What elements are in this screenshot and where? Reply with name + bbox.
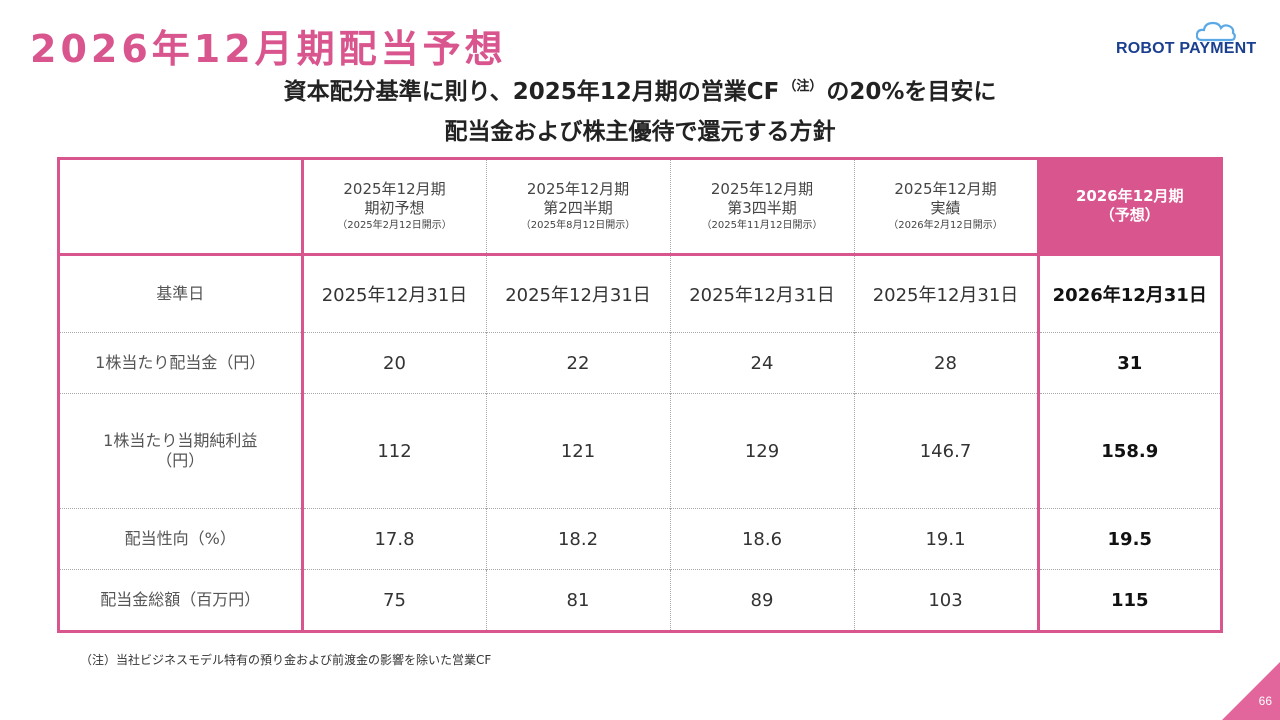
table-cell-forecast: 31 (1036, 331, 1220, 394)
table-header-row: 2025年12月期 期初予想 （2025年2月12日開示） 2025年12月期 … (60, 160, 1220, 256)
table-cell: 20 (301, 331, 486, 394)
footnote: （注）当社ビジネスモデル特有の預り金および前渡金の影響を除いた営業CF (80, 653, 492, 667)
table-cell: 2025年12月31日 (301, 254, 486, 333)
table-cell: 19.1 (853, 507, 1038, 570)
note-mark: （注） (783, 79, 823, 94)
table-cell: 28 (853, 331, 1038, 394)
row-label: 配当性向（%） (60, 507, 304, 570)
table-cell: 121 (485, 393, 670, 509)
table-row: 1株当たり当期純利益 （円） 112 121 129 146.7 158.9 (60, 393, 1220, 509)
subtitle-line-1-post: の20%を目安に (826, 79, 997, 105)
column-note: （2025年8月12日開示） (520, 219, 636, 231)
table-cell-forecast: 19.5 (1036, 507, 1220, 570)
table-row: 配当性向（%） 17.8 18.2 18.6 19.1 19.5 (60, 507, 1220, 570)
column-note: （2025年2月12日開示） (337, 219, 452, 231)
table-cell: 17.8 (301, 507, 486, 570)
column-title: 2025年12月期 (710, 179, 814, 198)
row-label-text: 1株当たり配当金（円） (95, 353, 266, 373)
column-title: 2025年12月期 (894, 179, 997, 198)
corner-triangle (1222, 662, 1280, 720)
logo-text: ROBOT PAYMENT (1116, 40, 1257, 57)
column-header: 2025年12月期 期初予想 （2025年2月12日開示） (301, 160, 486, 256)
row-label: 配当金総額（百万円） (60, 569, 304, 630)
column-note: （2025年11月12日開示） (701, 219, 823, 231)
column-note: （2026年2月12日開示） (888, 219, 1003, 231)
column-title: 2025年12月期 (343, 179, 446, 198)
row-label-text: 1株当たり当期純利益 (103, 431, 258, 451)
row-label-text: 配当金総額（百万円） (100, 590, 261, 610)
dividend-table: 2025年12月期 期初予想 （2025年2月12日開示） 2025年12月期 … (57, 157, 1223, 633)
column-header-forecast: 2026年12月期 （予想） (1036, 160, 1220, 256)
table-row: 基準日 2025年12月31日 2025年12月31日 2025年12月31日 2025… (60, 254, 1220, 333)
subtitle-line-1: 資本配分基準に則り、2025年12月期の営業CF （注） の20%を目安に (0, 72, 1280, 106)
table-cell: 18.6 (669, 507, 854, 570)
header-corner-cell (60, 160, 304, 256)
table-cell: 81 (485, 569, 670, 630)
table-cell: 2025年12月31日 (485, 254, 670, 333)
column-header: 2025年12月期 実績 （2026年2月12日開示） (853, 160, 1038, 256)
table-row: 配当金総額（百万円） 75 81 89 103 115 (60, 569, 1220, 630)
table-cell: 112 (301, 393, 486, 509)
column-subtitle: 期初予想 (364, 198, 425, 217)
row-label-text-2: （円） (156, 451, 205, 471)
column-subtitle: 第2四半期 (543, 198, 613, 217)
table-cell: 129 (669, 393, 854, 509)
column-subtitle: 実績 (930, 198, 961, 217)
row-label: 基準日 (60, 254, 304, 333)
table-cell: 89 (669, 569, 854, 630)
column-subtitle: （予想） (1099, 206, 1160, 225)
column-header: 2025年12月期 第3四半期 （2025年11月12日開示） (669, 160, 854, 256)
table-cell: 103 (853, 569, 1038, 630)
cloud-icon (1196, 21, 1236, 42)
table-cell: 18.2 (485, 507, 670, 570)
subtitle-line-1-pre: 資本配分基準に則り、2025年12月期の営業CF (283, 79, 780, 105)
table-cell-forecast: 2026年12月31日 (1036, 254, 1220, 333)
table-cell: 2025年12月31日 (853, 254, 1038, 333)
row-label-text: 配当性向（%） (124, 529, 236, 549)
column-title: 2025年12月期 (526, 179, 630, 198)
table-cell: 22 (485, 331, 670, 394)
table-cell: 2025年12月31日 (669, 254, 854, 333)
table-cell: 146.7 (853, 393, 1038, 509)
column-title: 2026年12月期 (1075, 187, 1184, 206)
page-number: 66 (1258, 694, 1272, 708)
row-label: 1株当たり当期純利益 （円） (60, 393, 304, 509)
row-label: 1株当たり配当金（円） (60, 331, 304, 394)
table-row: 1株当たり配当金（円） 20 22 24 28 31 (60, 331, 1220, 394)
column-header: 2025年12月期 第2四半期 （2025年8月12日開示） (485, 160, 670, 256)
table-cell: 75 (301, 569, 486, 630)
column-subtitle: 第3四半期 (727, 198, 797, 217)
table-cell-forecast: 158.9 (1036, 393, 1220, 509)
table-cell: 24 (669, 331, 854, 394)
company-logo: ROBOT PAYMENT (1112, 20, 1262, 64)
subtitle-line-2: 配当金および株主優待で還元する方針 (444, 119, 836, 145)
page-title: 2026年12月期配当予想 (30, 27, 507, 71)
table-cell-forecast: 115 (1036, 569, 1220, 630)
row-label-text: 基準日 (156, 283, 205, 303)
